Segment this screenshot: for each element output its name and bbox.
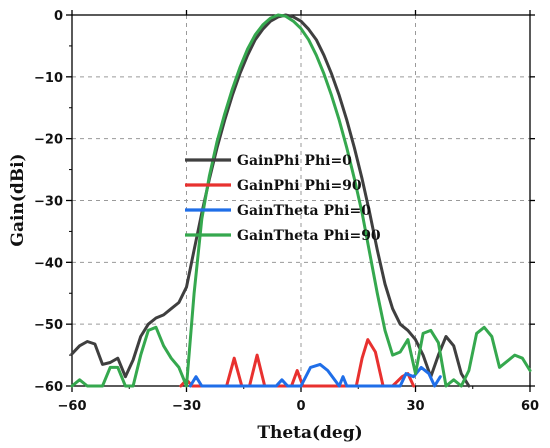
series-line-3 (188, 362, 442, 388)
legend-label-3: GainTheta Phi=0 (237, 203, 371, 219)
x-axis-title: Theta(deg) (257, 423, 362, 443)
y-tick-label: −60 (34, 380, 63, 395)
x-tick-label: −30 (172, 399, 201, 414)
y-tick-label: −30 (34, 195, 63, 210)
y-tick-label: −20 (34, 133, 63, 148)
x-tick-label: 30 (406, 399, 424, 414)
legend-label-2: GainPhi Phi=90 (237, 178, 362, 194)
legend-label-1: GainPhi Phi=0 (237, 153, 352, 169)
legend: GainPhi Phi=0 GainPhi Phi=90 GainTheta Phi… (185, 153, 381, 244)
y-tick-label: 0 (54, 9, 63, 24)
series-line-4 (70, 13, 532, 388)
x-tick-label: 0 (296, 399, 305, 414)
series-line-2 (179, 338, 416, 388)
y-tick-label: −40 (34, 256, 63, 271)
plot-area (70, 13, 532, 388)
y-tick-label: −50 (34, 318, 63, 333)
grid-lines (72, 15, 530, 386)
y-axis-title: Gain(dBi) (8, 153, 28, 246)
x-tick-label: 60 (521, 399, 539, 414)
legend-label-4: GainTheta Phi=90 (237, 228, 381, 244)
series-line-1 (70, 13, 471, 388)
y-tick-label: −10 (34, 71, 63, 86)
x-tick-label: −60 (58, 399, 87, 414)
